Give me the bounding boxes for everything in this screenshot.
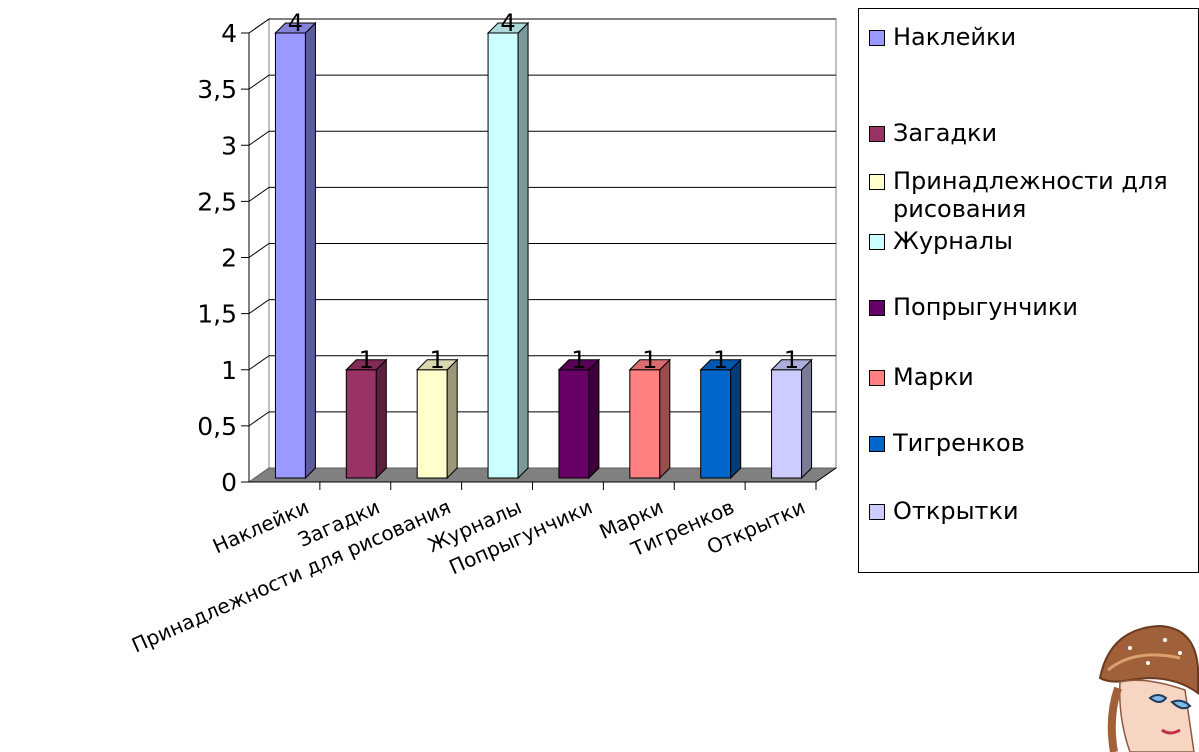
data-labels: 4 1 1 4 1 1 1 1 bbox=[288, 9, 799, 374]
gridline-side bbox=[248, 18, 270, 34]
chart-floor bbox=[247, 467, 838, 483]
bars bbox=[274, 21, 813, 480]
bar-side bbox=[588, 358, 600, 480]
y-tick-label: 3 bbox=[221, 131, 237, 160]
bar-top bbox=[345, 359, 388, 371]
legend-swatch bbox=[869, 436, 885, 452]
legend-swatch bbox=[869, 370, 885, 386]
bar-8 bbox=[770, 358, 813, 480]
bar-side bbox=[801, 358, 813, 480]
bar-chart: 00,511,522,533,54 41 141 1 1 1 НаклейкиЗагад… bbox=[128, 9, 838, 657]
data-label: 4 bbox=[500, 9, 515, 37]
y-tick-label: 3,5 bbox=[197, 75, 237, 104]
data-label: 1 bbox=[571, 346, 586, 374]
bar-top bbox=[770, 359, 813, 371]
legend-swatch bbox=[869, 174, 885, 190]
legend-item: Журналы bbox=[869, 227, 1199, 255]
cartoon-girl-icon bbox=[1098, 624, 1199, 752]
legend-item: Попрыгунчики bbox=[869, 293, 1199, 321]
legend-swatch bbox=[869, 126, 885, 142]
bar-side bbox=[446, 358, 458, 480]
gridline-side bbox=[248, 186, 270, 202]
bar-side bbox=[304, 21, 316, 480]
legend-swatch bbox=[869, 300, 885, 316]
data-label: 1 bbox=[359, 346, 374, 374]
y-tick-label: 1,5 bbox=[197, 300, 237, 329]
legend-label: Загадки bbox=[893, 119, 998, 147]
chart-walls bbox=[247, 18, 838, 483]
bar-1 bbox=[274, 21, 317, 480]
bar-front bbox=[558, 369, 590, 479]
legend-label: Открытки bbox=[893, 497, 1019, 525]
bar-front bbox=[487, 32, 519, 479]
bar-front bbox=[416, 369, 448, 479]
legend-label: Тигренков bbox=[893, 429, 1025, 457]
legend-swatch bbox=[869, 234, 885, 250]
gridline-side bbox=[248, 130, 270, 146]
x-axis-depth bbox=[815, 467, 837, 483]
legend-label: Принадлежности для рисования bbox=[893, 167, 1168, 223]
y-tick-label: 4 bbox=[221, 19, 237, 48]
data-label: 1 bbox=[430, 346, 445, 374]
data-label: 1 bbox=[642, 346, 657, 374]
bar-side bbox=[730, 358, 742, 480]
bar-5 bbox=[557, 358, 601, 480]
bar-front bbox=[274, 32, 306, 479]
legend-item: Загадки bbox=[869, 119, 1199, 147]
bar-top bbox=[415, 359, 459, 371]
bar-top bbox=[557, 359, 601, 371]
bar-2 bbox=[345, 358, 388, 480]
bar-side bbox=[375, 358, 387, 480]
bar-side bbox=[517, 21, 529, 480]
y-tick-label: 0,5 bbox=[197, 412, 237, 441]
x-category-label: Наклейки bbox=[209, 495, 312, 559]
bar-front bbox=[700, 369, 732, 479]
legend-swatch bbox=[869, 30, 885, 46]
bar-front bbox=[629, 369, 661, 479]
data-label: 1 bbox=[713, 346, 728, 374]
bar-side bbox=[659, 358, 671, 480]
legend-item: Марки bbox=[869, 363, 1199, 391]
bar-front bbox=[771, 369, 803, 479]
gridline-side bbox=[248, 74, 270, 90]
y-tick-label: 2 bbox=[221, 244, 237, 273]
y-tick-label: 0 bbox=[221, 468, 237, 497]
bar-front bbox=[345, 369, 377, 479]
gridline-side bbox=[248, 355, 270, 371]
legend: Наклейки Загадки Принадлежности для рисова… bbox=[858, 8, 1199, 573]
legend-label: Журналы bbox=[893, 227, 1013, 255]
gridline-side bbox=[248, 411, 270, 427]
gridline-side bbox=[248, 243, 270, 258]
data-label: 4 bbox=[288, 9, 303, 37]
legend-label: Наклейки bbox=[893, 23, 1017, 51]
gridline-side bbox=[248, 299, 270, 315]
legend-item: Принадлежности для рисования bbox=[869, 167, 1199, 223]
bar-top bbox=[628, 359, 672, 371]
legend-label: Марки bbox=[893, 363, 974, 391]
legend-item: Открытки bbox=[869, 497, 1199, 525]
legend-label: Попрыгунчики bbox=[893, 293, 1078, 321]
legend-swatch bbox=[869, 504, 885, 520]
legend-item: Наклейки bbox=[869, 23, 1199, 51]
bar-4 bbox=[486, 21, 530, 480]
bar-3 bbox=[415, 358, 459, 480]
data-label: 1 bbox=[784, 346, 799, 374]
bar-top bbox=[699, 359, 742, 371]
bar-top bbox=[274, 22, 317, 34]
y-axis: 0 0,5 1 1,5 2 2,5 3 3,5 4 bbox=[197, 19, 250, 497]
bar-top bbox=[486, 22, 530, 34]
legend-item: Тигренков bbox=[869, 429, 1199, 457]
bar-7 bbox=[699, 358, 742, 480]
bar-6 bbox=[628, 358, 672, 480]
y-tick-label: 2,5 bbox=[197, 187, 237, 216]
y-tick-label: 1 bbox=[221, 356, 237, 385]
